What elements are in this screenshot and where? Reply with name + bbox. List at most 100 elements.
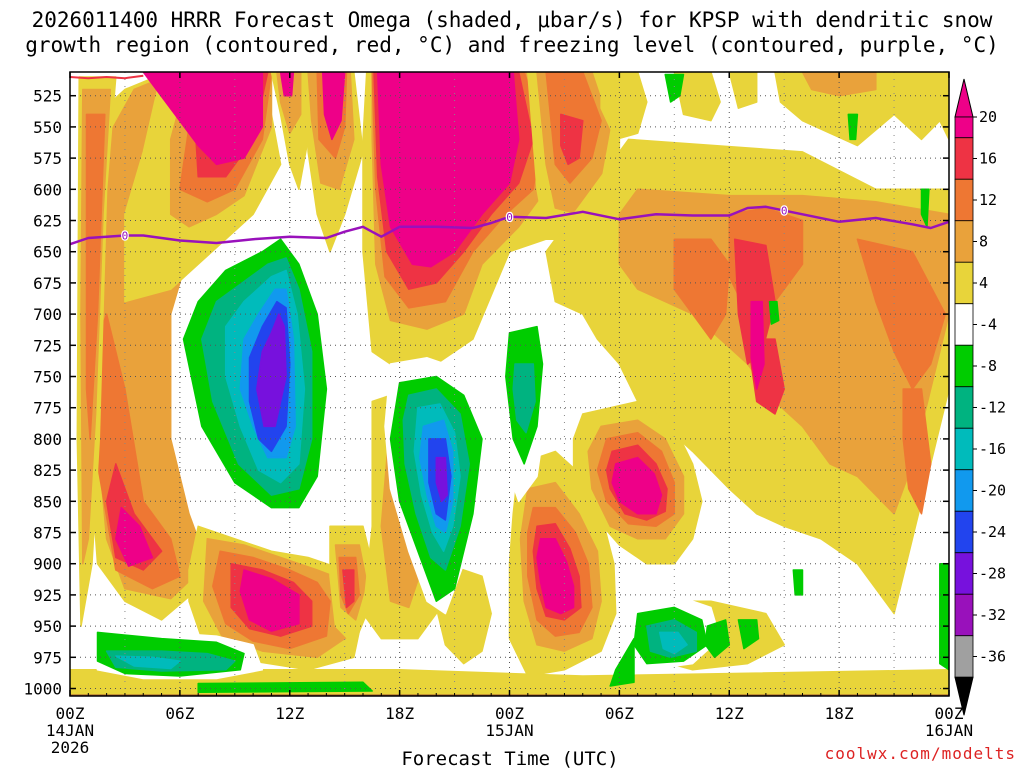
omega-shaded-field	[70, 72, 949, 696]
colorbar-label: -12	[979, 399, 1006, 417]
colorbar-label: 8	[979, 233, 988, 251]
x-tick-label: 12Z	[275, 704, 304, 723]
colorbar-label: -20	[979, 482, 1006, 500]
y-tick-label: 675	[33, 274, 62, 293]
colorbar-swatch	[954, 510, 974, 554]
colorbar-label: 16	[979, 150, 997, 168]
omega-band-neg8-102	[939, 562, 949, 671]
y-tick-label: 525	[33, 87, 62, 106]
x-tick-label: 12Z	[715, 704, 744, 723]
y-tick-label: 800	[33, 430, 62, 449]
x-tick-label: 18Z	[825, 704, 854, 723]
x-tick-date-label: 16JAN	[925, 721, 973, 740]
omega-band-neg8-100	[768, 300, 780, 325]
y-tick-label: 575	[33, 149, 62, 168]
x-tick-date-label: 15JAN	[485, 721, 533, 740]
x-tick-label: 06Z	[605, 704, 634, 723]
omega-band-neg16-88	[658, 631, 688, 655]
y-tick-label: 850	[33, 492, 62, 511]
omega-band-neg8-97	[664, 73, 685, 103]
y-tick-label: 1000	[23, 680, 62, 699]
chart-subtitle: growth region (contoured, red, °C) and f…	[25, 33, 999, 57]
y-tick-label: 625	[33, 212, 62, 231]
omega-band-pos12-7	[85, 113, 106, 440]
y-tick-label: 975	[33, 648, 62, 667]
omega-band-neg16-94	[115, 655, 181, 670]
omega-band-pos12-48	[902, 388, 932, 515]
x-tick-label: 18Z	[385, 704, 414, 723]
colorbar-swatch	[954, 303, 974, 346]
y-tick-label: 775	[33, 399, 62, 418]
omega-band-neg8-95	[197, 681, 373, 694]
omega-band-pos16-37	[560, 113, 584, 166]
y-tick-label: 825	[33, 461, 62, 480]
colorbar-swatch	[954, 344, 974, 388]
omega-band-pos20-56	[611, 456, 663, 515]
freezing-level-label: 0	[781, 205, 788, 218]
colorbar-label: -32	[979, 606, 1006, 624]
colorbar-swatch	[954, 137, 974, 180]
y-tick-label: 875	[33, 524, 62, 543]
dgz-contour-line	[70, 74, 144, 80]
contour-overlays: 0 0 0	[70, 74, 949, 246]
y-tick-label: 550	[33, 118, 62, 137]
colorbar-label: -24	[979, 523, 1006, 541]
omega-band-neg8-89	[704, 619, 731, 659]
colorbar-label: 20	[979, 108, 997, 126]
freezing-level-label: 0	[122, 229, 129, 242]
x-tick-label: 06Z	[165, 704, 194, 723]
x-tick-label: 00Z	[935, 704, 964, 723]
omega-band-pos8-42	[801, 72, 877, 97]
colorbar-label: -4	[979, 316, 997, 334]
colorbar-label: -16	[979, 440, 1006, 458]
colorbar-label: -28	[979, 565, 1006, 583]
omega-band-neg28-74	[256, 313, 287, 428]
colorbar-swatch	[954, 261, 974, 305]
y-tick-label: 725	[33, 336, 62, 355]
colorbar-swatch	[954, 386, 974, 429]
x-axis-label: Forecast Time (UTC)	[401, 748, 618, 768]
colorbar-swatch	[954, 469, 974, 512]
omega-band-pos4-39	[673, 72, 721, 122]
omega-band-pos20-33	[376, 72, 520, 268]
omega-band-pos20-19	[321, 72, 346, 141]
y-tick-label: 950	[33, 617, 62, 636]
colorbar-swatch	[954, 116, 974, 139]
freezing-level-line	[70, 205, 949, 246]
colorbar-swatch	[954, 427, 974, 471]
omega-band-neg8-101	[792, 569, 804, 596]
omega-band-neg8-90	[737, 619, 760, 650]
omega-band-neg8-98	[847, 113, 859, 141]
colorbar-label: 4	[979, 274, 988, 292]
colorbar-top-arrow	[954, 78, 974, 118]
y-tick-label: 925	[33, 586, 62, 605]
omega-band-neg8-96	[609, 637, 635, 687]
colorbar: 20 16 12 8 4 -4 -8 -12 -16 -20 -24 -28 -32 -36	[954, 78, 1006, 716]
colorbar-bottom-arrow	[954, 676, 974, 716]
y-tick-label: 900	[33, 555, 62, 574]
colorbar-swatch	[954, 552, 974, 595]
omega-band-pos12-47	[856, 238, 947, 390]
x-tick-date-label: 14JAN	[46, 721, 94, 740]
y-tick-label: 600	[33, 180, 62, 199]
y-tick-label: 750	[33, 368, 62, 387]
y-tick-label: 700	[33, 305, 62, 324]
omega-band-neg28-81	[435, 456, 448, 503]
credit-text: coolwx.com/modelts	[824, 744, 1016, 763]
colorbar-swatch	[954, 635, 974, 678]
omega-band-pos20-12	[142, 72, 264, 166]
x-tick-label: 00Z	[56, 704, 85, 723]
colorbar-label: -36	[979, 648, 1006, 666]
y-axis: 525 550 575 600 625 650 675 700 725 750 775 800 825 8…	[23, 87, 949, 699]
omega-band-pos4-38	[600, 72, 648, 141]
colorbar-swatch	[954, 178, 974, 222]
chart-title: 2026011400 HRRR Forecast Omega (shaded, …	[31, 8, 993, 32]
colorbar-label: 12	[979, 191, 997, 209]
freezing-level-label: 0	[506, 211, 513, 224]
omega-band-pos20-4	[115, 506, 154, 567]
colorbar-swatch	[954, 593, 974, 637]
omega-band-neg12-84	[512, 363, 536, 434]
colorbar-swatch	[954, 220, 974, 263]
